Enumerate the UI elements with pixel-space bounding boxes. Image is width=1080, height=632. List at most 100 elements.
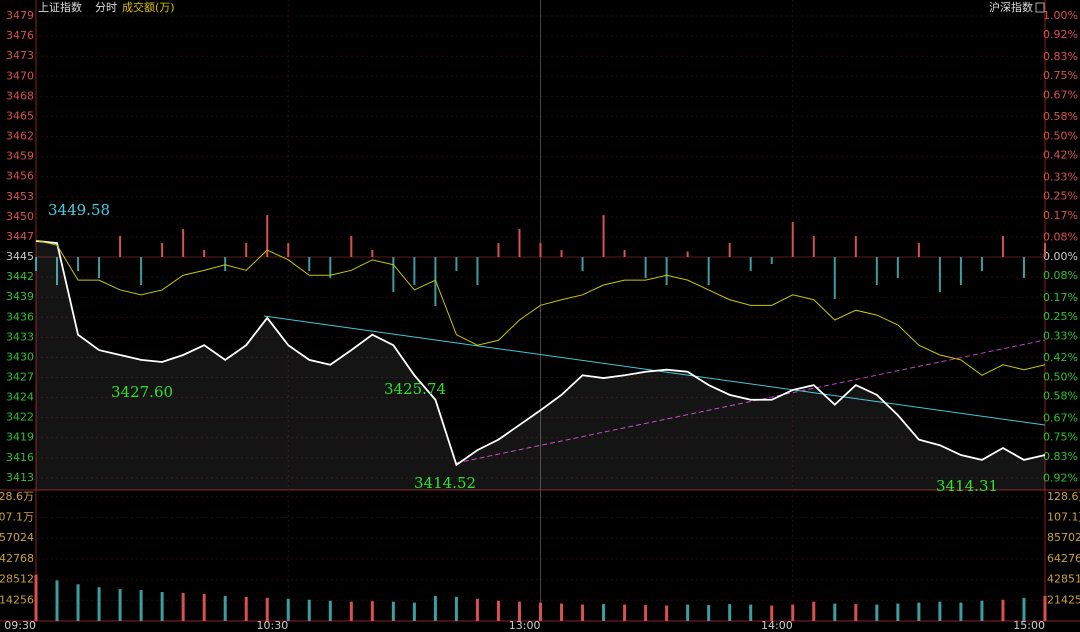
annotation: 3414.31 — [936, 477, 998, 495]
trend-line[interactable] — [455, 339, 1046, 464]
y2-tick-label: 0.83% — [1043, 450, 1078, 463]
price-area — [36, 240, 1045, 490]
volume-bar — [1043, 595, 1047, 621]
volume-bar — [1022, 597, 1026, 621]
y2-tick-label: 0.67% — [1043, 88, 1078, 101]
volume-bar — [581, 604, 585, 621]
volume-bar — [412, 602, 416, 621]
volume-bar — [370, 601, 374, 621]
volume-bar — [391, 601, 395, 621]
y2-tick-label: 0.67% — [1043, 411, 1078, 424]
y-tick-label: 3473 — [6, 49, 34, 62]
y-tick-label: 3447 — [6, 230, 34, 243]
volume-tick-label: 642768 — [1047, 552, 1080, 565]
volume-bar — [728, 604, 732, 621]
y2-tick-label: 1.00% — [1043, 9, 1078, 22]
volume-tick-label: 107.1万 — [0, 510, 34, 523]
volume-bar — [959, 602, 963, 621]
volume-bar — [223, 595, 227, 621]
index-button-icon[interactable] — [1035, 2, 1045, 13]
y-tick-label: 3442 — [6, 270, 34, 283]
y-tick-label: 3430 — [6, 350, 34, 363]
volume-bar — [34, 574, 38, 621]
volume-bar — [517, 601, 521, 621]
y-tick-label: 3413 — [6, 471, 34, 484]
y-tick-label: 3459 — [6, 150, 34, 163]
y2-tick-label: 0.92% — [1043, 472, 1078, 485]
y-tick-label: 3427 — [6, 371, 34, 384]
y-tick-label: 3424 — [6, 391, 34, 404]
volume-bar — [875, 604, 879, 621]
volume-bar — [118, 589, 122, 621]
x-tick-label: 15:00 — [1013, 619, 1045, 632]
volume-bar — [623, 604, 627, 621]
y2-tick-label: 0.58% — [1043, 110, 1078, 123]
volume-bar — [349, 601, 353, 621]
y-tick-label: 3433 — [6, 330, 34, 343]
y-tick-label: 3476 — [6, 29, 34, 42]
y2-tick-label: 0.25% — [1043, 190, 1078, 203]
y-tick-label: 3470 — [6, 69, 34, 82]
volume-bar — [1001, 599, 1005, 621]
y-tick-label: 3439 — [6, 290, 34, 303]
volume-tick-label: 214256 — [0, 593, 34, 606]
volume-bar — [707, 605, 711, 621]
volume-bar — [265, 597, 269, 621]
index-button[interactable]: 沪深指数 — [989, 0, 1033, 14]
volume-bar — [286, 598, 290, 621]
volume-tick-label: 128.6万 — [0, 490, 34, 503]
volume-bar — [602, 604, 606, 621]
volume-tick-label: 107.1万 — [1047, 510, 1080, 523]
y-tick-label: 3462 — [6, 130, 34, 143]
volume-bar — [454, 596, 458, 621]
annotation: 3414.52 — [414, 474, 476, 492]
volume-bar — [76, 584, 80, 621]
volume-bar — [770, 605, 774, 621]
y2-tick-label: 0.92% — [1043, 28, 1078, 41]
volume-bar — [791, 604, 795, 621]
volume-bar — [496, 600, 500, 621]
volume-bar — [980, 600, 984, 621]
volume-bar — [896, 603, 900, 621]
y2-tick-label: 0.08% — [1043, 231, 1078, 244]
volume-bar — [307, 599, 311, 621]
volume-bar — [812, 601, 816, 621]
y2-tick-label: 0.08% — [1043, 269, 1078, 282]
y-tick-label: 3445 — [6, 250, 34, 263]
y-tick-label: 3465 — [6, 109, 34, 122]
y-tick-label: 3456 — [6, 170, 34, 183]
volume-bar — [475, 598, 479, 621]
y-tick-label: 3479 — [6, 9, 34, 22]
volume-tick-label: 428512 — [1047, 573, 1080, 586]
volume-bar — [833, 603, 837, 621]
volume-bar — [55, 580, 59, 621]
volume-bar — [665, 605, 669, 621]
volume-tick-label: 128.6万 — [1047, 490, 1080, 503]
y2-tick-label: 0.17% — [1043, 209, 1078, 222]
volume-bar — [938, 601, 942, 621]
y2-tick-label: 0.33% — [1043, 329, 1078, 342]
annotation: 3427.60 — [111, 383, 173, 401]
x-tick-label: 14:00 — [761, 619, 793, 632]
volume-tick-label: 428512 — [0, 573, 34, 586]
x-tick-label: 13:00 — [509, 619, 541, 632]
y2-tick-label: 0.50% — [1043, 370, 1078, 383]
y-tick-label: 3416 — [6, 451, 34, 464]
volume-tick-label: 642768 — [0, 552, 34, 565]
y2-tick-label: 0.17% — [1043, 291, 1078, 304]
volume-bar — [560, 603, 564, 621]
volume-bar — [244, 596, 248, 621]
y2-tick-label: 0.83% — [1043, 50, 1078, 63]
volume-bar — [686, 604, 690, 621]
y-tick-label: 3422 — [6, 411, 34, 424]
annotation: 3425.74 — [384, 380, 446, 398]
volume-bar — [749, 604, 753, 621]
y2-tick-label: 0.50% — [1043, 129, 1078, 142]
y2-tick-label: 0.00% — [1043, 250, 1078, 263]
y2-tick-label: 0.25% — [1043, 310, 1078, 323]
y2-tick-label: 0.58% — [1043, 390, 1078, 403]
mode-label: 分时 — [95, 1, 117, 14]
y2-tick-label: 0.75% — [1043, 69, 1078, 82]
